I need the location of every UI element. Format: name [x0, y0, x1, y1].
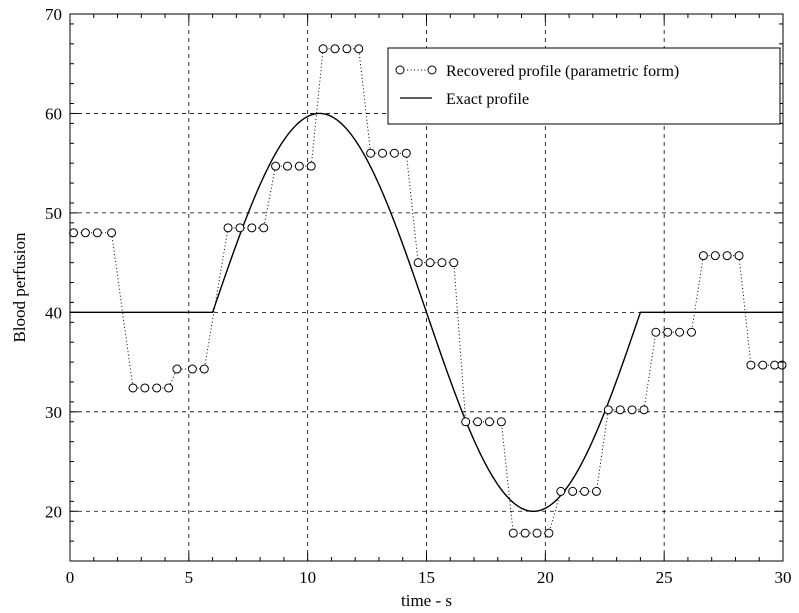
- recovered-point: [366, 148, 376, 158]
- recovered-point: [722, 251, 732, 261]
- recovered-point: [449, 258, 459, 268]
- recovered-point: [259, 223, 269, 233]
- recovered-point: [591, 486, 601, 496]
- recovered-point: [164, 383, 174, 393]
- recovered-point: [615, 405, 625, 415]
- y-axis-title: Blood perfusion: [10, 232, 29, 343]
- recovered-point: [401, 148, 411, 158]
- recovered-point: [496, 417, 506, 427]
- recovered-point: [271, 161, 281, 171]
- recovered-point: [532, 528, 542, 538]
- recovered-profile-series: [69, 44, 787, 538]
- recovered-point: [330, 44, 340, 54]
- recovered-point: [544, 528, 554, 538]
- recovered-point: [318, 44, 328, 54]
- recovered-point: [580, 486, 590, 496]
- recovered-point: [651, 327, 661, 337]
- recovered-point: [627, 405, 637, 415]
- recovered-point: [172, 364, 182, 374]
- recovered-point: [199, 364, 209, 374]
- recovered-point: [282, 161, 292, 171]
- recovered-point: [437, 258, 447, 268]
- recovered-point: [235, 223, 245, 233]
- y-tick-label: 40: [45, 303, 62, 322]
- legend-label-exact: Exact profile: [446, 91, 529, 108]
- recovered-point: [603, 405, 613, 415]
- y-tick-label: 60: [45, 104, 62, 123]
- y-tick-label: 20: [45, 502, 62, 521]
- recovered-point: [770, 360, 780, 370]
- recovered-point: [425, 258, 435, 268]
- recovered-point: [80, 228, 90, 238]
- recovered-point: [568, 486, 578, 496]
- recovered-point: [686, 327, 696, 337]
- recovered-point: [247, 223, 257, 233]
- recovered-point: [734, 251, 744, 261]
- y-tick-label: 30: [45, 403, 62, 422]
- x-tick-label: 25: [656, 568, 673, 587]
- legend-swatch-recovered-marker: [395, 65, 405, 75]
- recovered-point: [758, 360, 768, 370]
- recovered-point: [508, 528, 518, 538]
- recovered-point: [107, 228, 117, 238]
- recovered-point: [306, 161, 316, 171]
- y-tick-label: 70: [45, 5, 62, 24]
- recovered-point: [187, 364, 197, 374]
- recovered-point: [92, 228, 102, 238]
- recovered-point: [413, 258, 423, 268]
- recovered-point: [152, 383, 162, 393]
- recovered-point: [140, 383, 150, 393]
- x-tick-label: 15: [418, 568, 435, 587]
- recovered-point: [663, 327, 673, 337]
- recovered-point: [520, 528, 530, 538]
- recovered-point: [378, 148, 388, 158]
- recovered-point: [342, 44, 352, 54]
- recovered-point: [389, 148, 399, 158]
- exact-profile-series: [70, 112, 783, 512]
- legend-label-recovered: Recovered profile (parametric form): [446, 63, 679, 80]
- recovered-point: [354, 44, 364, 54]
- x-axis-title: time - s: [401, 591, 452, 610]
- recovered-point: [69, 228, 79, 238]
- exact-profile-line: [70, 112, 783, 512]
- x-tick-label: 0: [66, 568, 75, 587]
- y-tick-label: 50: [45, 204, 62, 223]
- legend: Recovered profile (parametric form) Exac…: [387, 47, 781, 125]
- recovered-point: [675, 327, 685, 337]
- recovered-point: [710, 251, 720, 261]
- tick-labels: 0 5 10 15 20 25 30 20 30 40 50 60 70: [45, 5, 792, 587]
- x-tick-label: 30: [775, 568, 792, 587]
- recovered-point: [777, 360, 787, 370]
- recovered-point: [746, 360, 756, 370]
- legend-swatch-recovered-marker: [427, 65, 437, 75]
- recovered-point: [484, 417, 494, 427]
- recovered-point: [639, 405, 649, 415]
- recovered-point: [473, 417, 483, 427]
- recovered-point: [461, 417, 471, 427]
- x-tick-label: 20: [537, 568, 554, 587]
- x-tick-label: 5: [185, 568, 194, 587]
- recovered-point: [294, 161, 304, 171]
- recovered-point: [556, 486, 566, 496]
- recovered-point: [223, 223, 233, 233]
- x-tick-label: 10: [299, 568, 316, 587]
- legend-box: [387, 47, 781, 125]
- recovered-point: [698, 251, 708, 261]
- recovered-point: [128, 383, 138, 393]
- axis-ticks: [69, 13, 784, 562]
